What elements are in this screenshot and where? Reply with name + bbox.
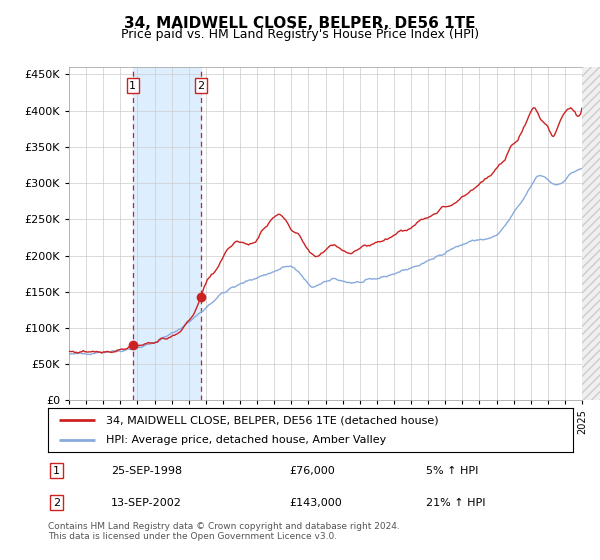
Text: 21% ↑ HPI: 21% ↑ HPI	[426, 498, 485, 507]
Text: 2: 2	[53, 498, 61, 507]
Text: 1: 1	[53, 465, 60, 475]
Text: 2: 2	[197, 81, 205, 91]
Text: £76,000: £76,000	[290, 465, 335, 475]
Text: 1: 1	[129, 81, 136, 91]
Text: 25-SEP-1998: 25-SEP-1998	[111, 465, 182, 475]
Text: Contains HM Land Registry data © Crown copyright and database right 2024.
This d: Contains HM Land Registry data © Crown c…	[48, 522, 400, 542]
Text: 34, MAIDWELL CLOSE, BELPER, DE56 1TE (detached house): 34, MAIDWELL CLOSE, BELPER, DE56 1TE (de…	[106, 415, 439, 425]
Text: Price paid vs. HM Land Registry's House Price Index (HPI): Price paid vs. HM Land Registry's House …	[121, 28, 479, 41]
Bar	[133, 67, 201, 400]
Text: 5% ↑ HPI: 5% ↑ HPI	[426, 465, 478, 475]
Text: HPI: Average price, detached house, Amber Valley: HPI: Average price, detached house, Ambe…	[106, 435, 386, 445]
Text: £143,000: £143,000	[290, 498, 342, 507]
Text: 34, MAIDWELL CLOSE, BELPER, DE56 1TE: 34, MAIDWELL CLOSE, BELPER, DE56 1TE	[124, 16, 476, 31]
Text: 13-SEP-2002: 13-SEP-2002	[111, 498, 182, 507]
